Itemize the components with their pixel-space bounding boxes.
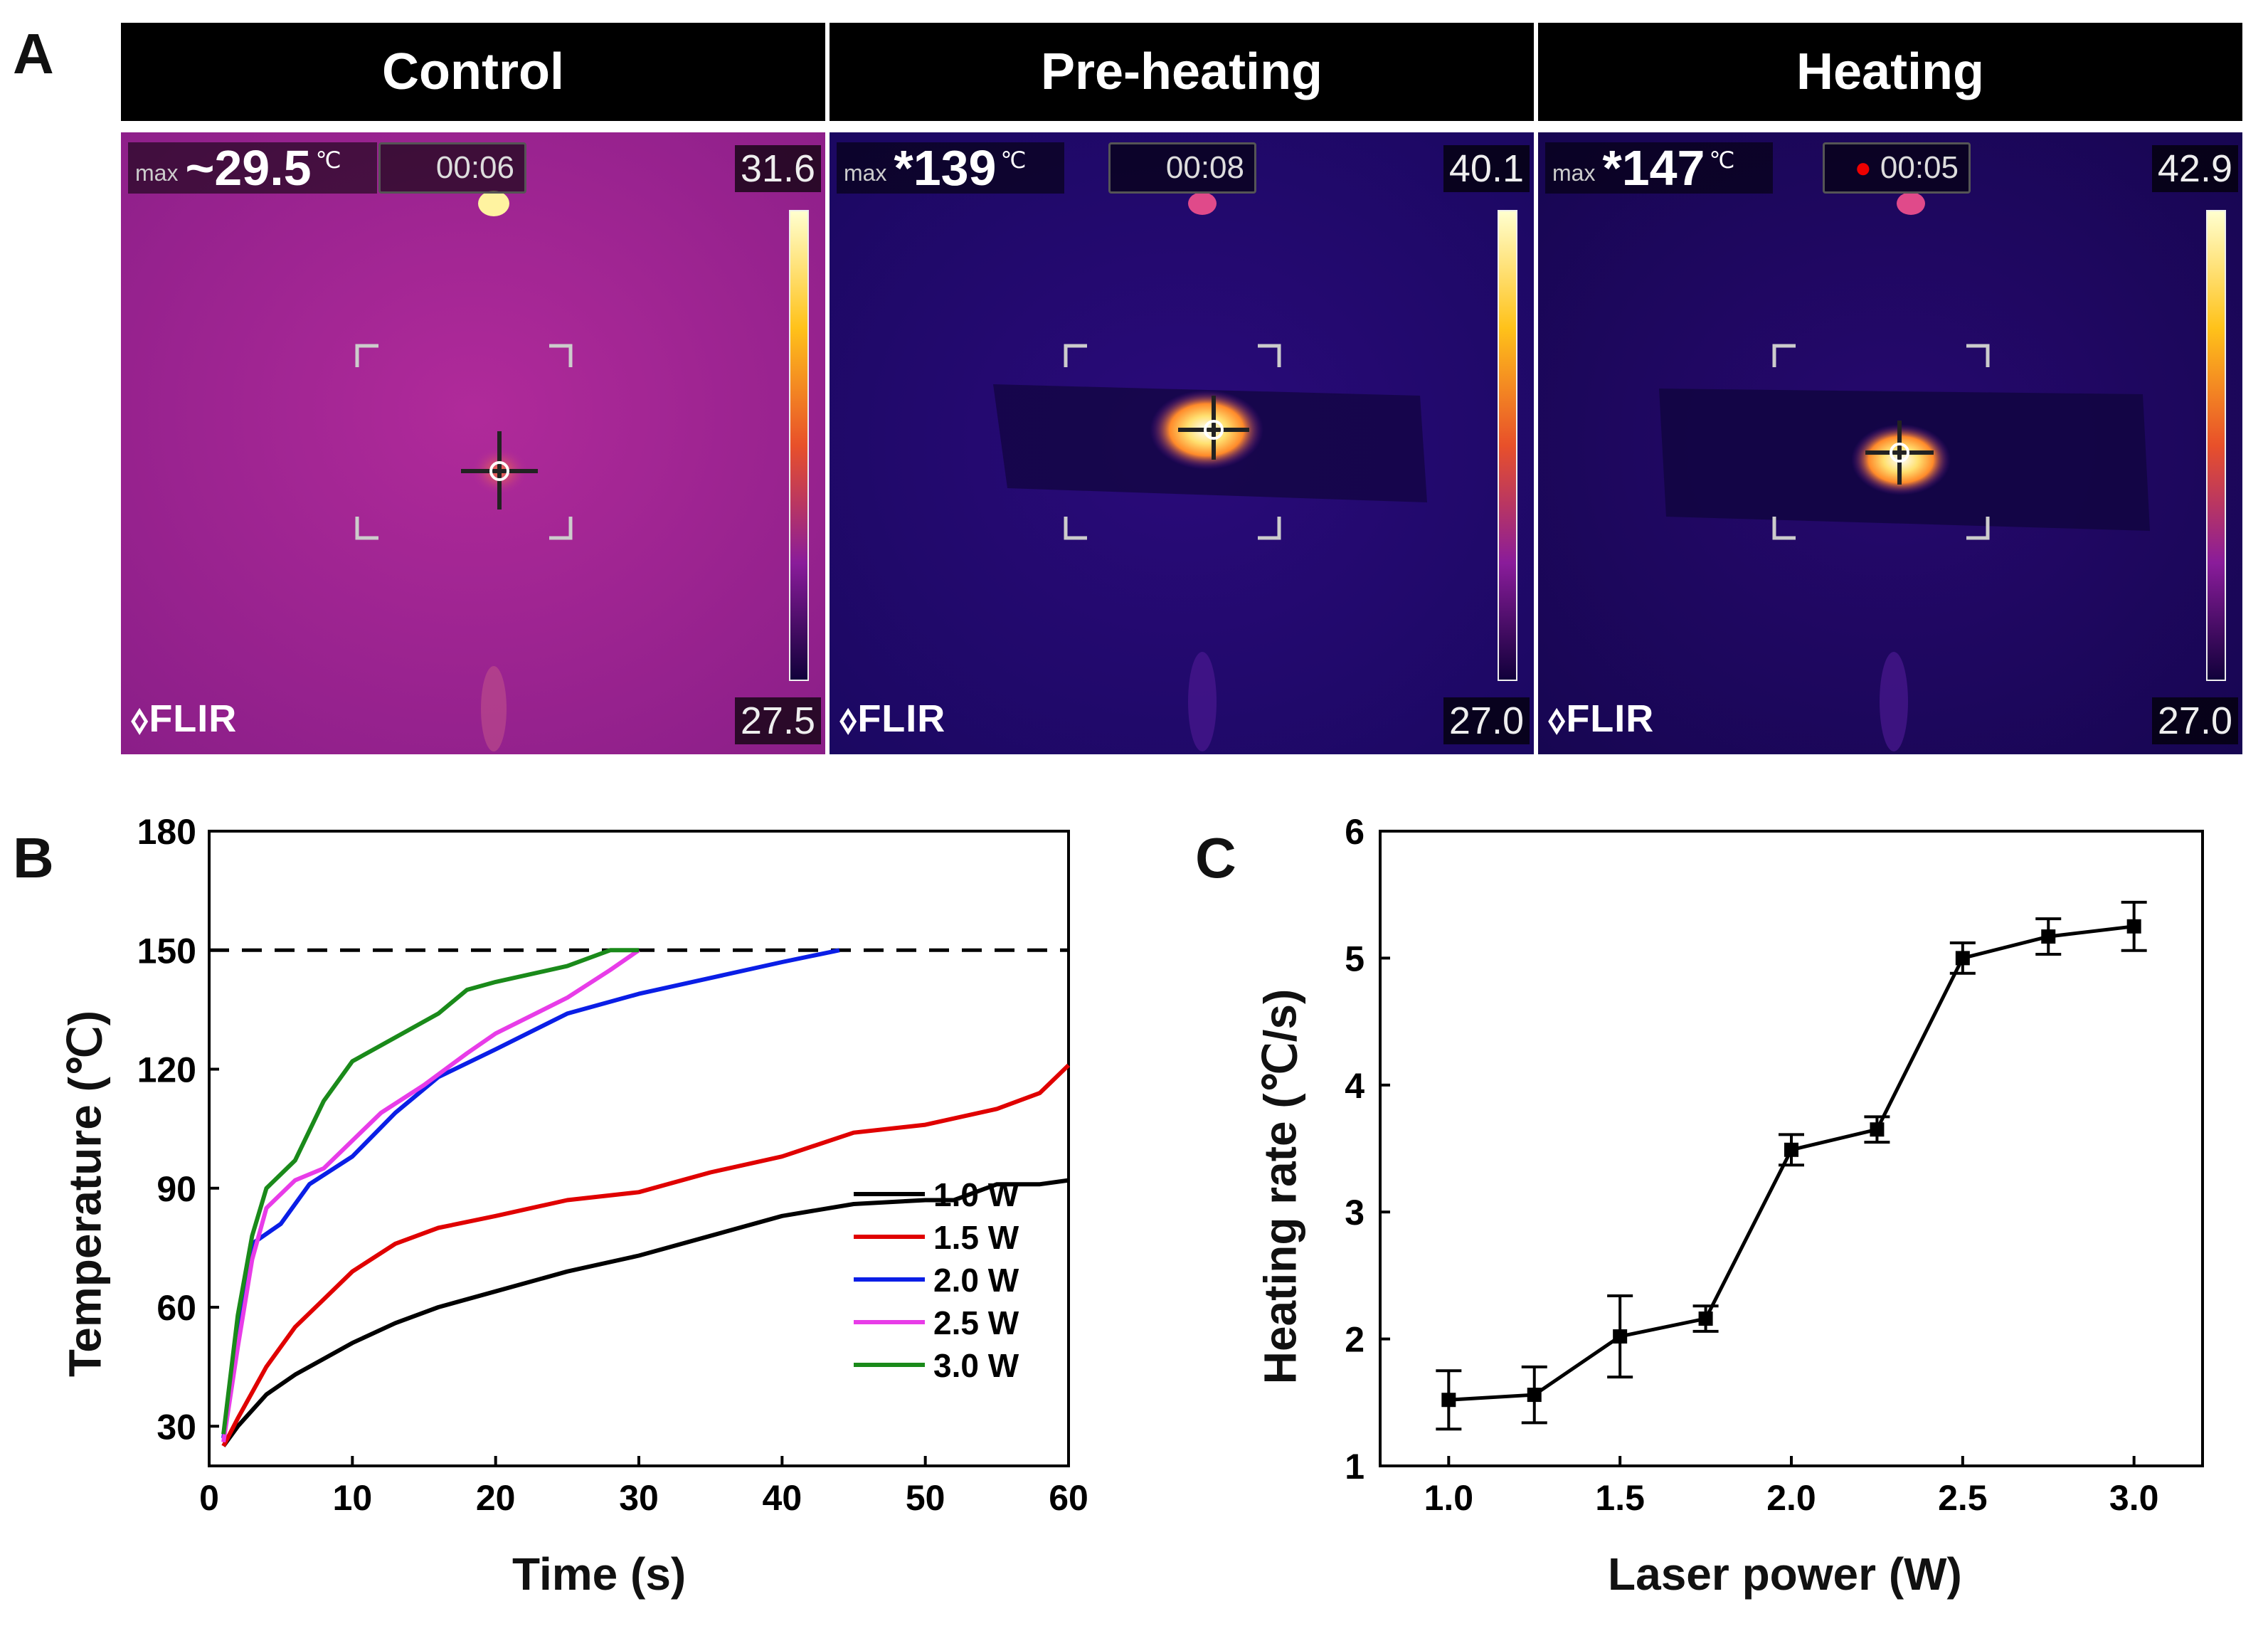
max-label: max: [1552, 160, 1596, 186]
max-unit: ℃: [1000, 147, 1027, 173]
data-point: [1441, 1393, 1456, 1408]
y-tick-label: 60: [157, 1288, 196, 1328]
max-value: ~29.5: [185, 140, 312, 196]
flir-logo: ⬨FLIR: [839, 697, 945, 741]
flir-icon: ⬨: [131, 697, 149, 740]
y-tick-label: 90: [157, 1169, 196, 1209]
x-tick-label: 50: [906, 1478, 945, 1518]
timer-control: 00:06: [378, 142, 526, 194]
thermal-image-heating: max *147 ℃ ● 00:05 42.9 27.0 ⬨FLIR: [1538, 132, 2242, 754]
timer-heating: ● 00:05: [1823, 142, 1971, 194]
timer-pre-heating: 00:08: [1108, 142, 1256, 194]
y-tick-label: 120: [137, 1050, 196, 1090]
scale-min-control: 27.5: [734, 697, 821, 744]
flir-icon: ⬨: [1548, 697, 1567, 740]
x-tick-label: 60: [1049, 1478, 1088, 1518]
y-tick-label: 4: [1345, 1066, 1364, 1106]
chart-heating-rate-vs-power: 1.0 1.5 2.0 2.5 3.0 1 2 3 4 5 6: [1345, 812, 2204, 1518]
x-tick-label: 30: [619, 1478, 659, 1518]
scale-min-pre-heating: 27.0: [1443, 697, 1530, 744]
data-point: [1870, 1122, 1885, 1137]
data-point: [2041, 929, 2056, 944]
x-tick-label: 3.0: [2109, 1478, 2159, 1518]
max-label: max: [844, 160, 887, 186]
legend-label: 2.5 W: [933, 1304, 1019, 1341]
thermal-visual-pre-heating: [830, 132, 1534, 754]
scale-max-control: 31.6: [734, 145, 821, 192]
y-tick-label: 180: [137, 812, 196, 852]
series-line-2-5-W: [221, 948, 640, 1442]
flir-text: FLIR: [1566, 697, 1655, 740]
max-temperature-control: max ~29.5 ℃: [128, 142, 377, 194]
data-point: [1698, 1311, 1713, 1326]
x-tick-label: 40: [763, 1478, 802, 1518]
recording-dot-icon: ●: [1854, 152, 1872, 184]
max-temperature-pre-heating: max *139 ℃: [837, 142, 1064, 194]
flir-logo: ⬨FLIR: [1548, 697, 1654, 741]
y-tick-label: 3: [1345, 1193, 1364, 1233]
max-label: max: [135, 160, 179, 186]
chart-c-xlabel: Laser power (W): [1608, 1548, 1962, 1600]
y-tick-label: 1: [1345, 1447, 1364, 1487]
thermal-visual-control: [121, 132, 825, 754]
scale-min-heating: 27.0: [2151, 697, 2238, 744]
series-line-1-0-W: [221, 1178, 1069, 1447]
panel-label-b: B: [13, 826, 54, 890]
chart-b-xlabel: Time (s): [512, 1548, 687, 1600]
data-point: [1527, 1388, 1542, 1403]
chart-c-ylabel: Heating rate (℃/s): [1254, 988, 1306, 1385]
series-line-3-0-W: [221, 948, 639, 1435]
max-unit: ℃: [315, 147, 341, 173]
header-heating: Heating: [1538, 23, 2242, 121]
max-value: *139: [894, 140, 997, 196]
max-unit: ℃: [1709, 147, 1735, 173]
flir-icon: ⬨: [839, 697, 858, 740]
y-tick-label: 6: [1345, 812, 1364, 852]
flir-logo: ⬨FLIR: [131, 697, 237, 741]
chart-temperature-vs-time: 0 10 20 30 40 50 60 30 60 90 120 150 180 1.0 W 1.5 W 2.…: [137, 812, 1088, 1518]
panel-label-c: C: [1195, 826, 1236, 890]
data-point: [1613, 1329, 1628, 1344]
data-point: [1784, 1142, 1798, 1157]
legend-label: 1.0 W: [933, 1176, 1019, 1213]
x-tick-label: 1.5: [1595, 1478, 1645, 1518]
panel-label-a: A: [13, 22, 54, 85]
timer-text: 00:05: [1880, 150, 1959, 185]
x-tick-label: 2.0: [1766, 1478, 1816, 1518]
header-control: Control: [121, 23, 825, 121]
chart-b-ylabel: Temperature (℃): [59, 1010, 111, 1378]
scale-max-pre-heating: 40.1: [1443, 145, 1530, 192]
legend-label: 2.0 W: [933, 1262, 1019, 1299]
max-temperature-heating: max *147 ℃: [1545, 142, 1773, 194]
scale-max-heating: 42.9: [2151, 145, 2238, 192]
x-tick-label: 10: [333, 1478, 373, 1518]
y-tick-label: 2: [1345, 1320, 1364, 1360]
thermal-image-control: max ~29.5 ℃ 00:06 31.6 27.5 ⬨FLIR: [121, 132, 825, 754]
flir-text: FLIR: [857, 697, 946, 740]
y-tick-label: 5: [1345, 939, 1364, 978]
header-pre-heating: Pre-heating: [830, 23, 1534, 121]
max-value: *147: [1602, 140, 1705, 196]
x-tick-label: 2.5: [1938, 1478, 1988, 1518]
flir-text: FLIR: [149, 697, 238, 740]
legend-label: 3.0 W: [933, 1347, 1019, 1384]
thermal-image-pre-heating: max *139 ℃ 00:08 40.1 27.0 ⬨FLIR: [830, 132, 1534, 754]
data-point: [1955, 951, 1970, 966]
x-tick-label: 1.0: [1424, 1478, 1474, 1518]
y-tick-label: 30: [157, 1407, 196, 1447]
legend-label: 1.5 W: [933, 1219, 1019, 1256]
series-line-1-5-W: [221, 1063, 1071, 1447]
x-tick-label: 0: [199, 1478, 219, 1518]
data-point: [2126, 919, 2141, 934]
x-tick-label: 20: [476, 1478, 516, 1518]
y-tick-label: 150: [137, 931, 196, 971]
thermal-visual-heating: [1538, 132, 2242, 754]
